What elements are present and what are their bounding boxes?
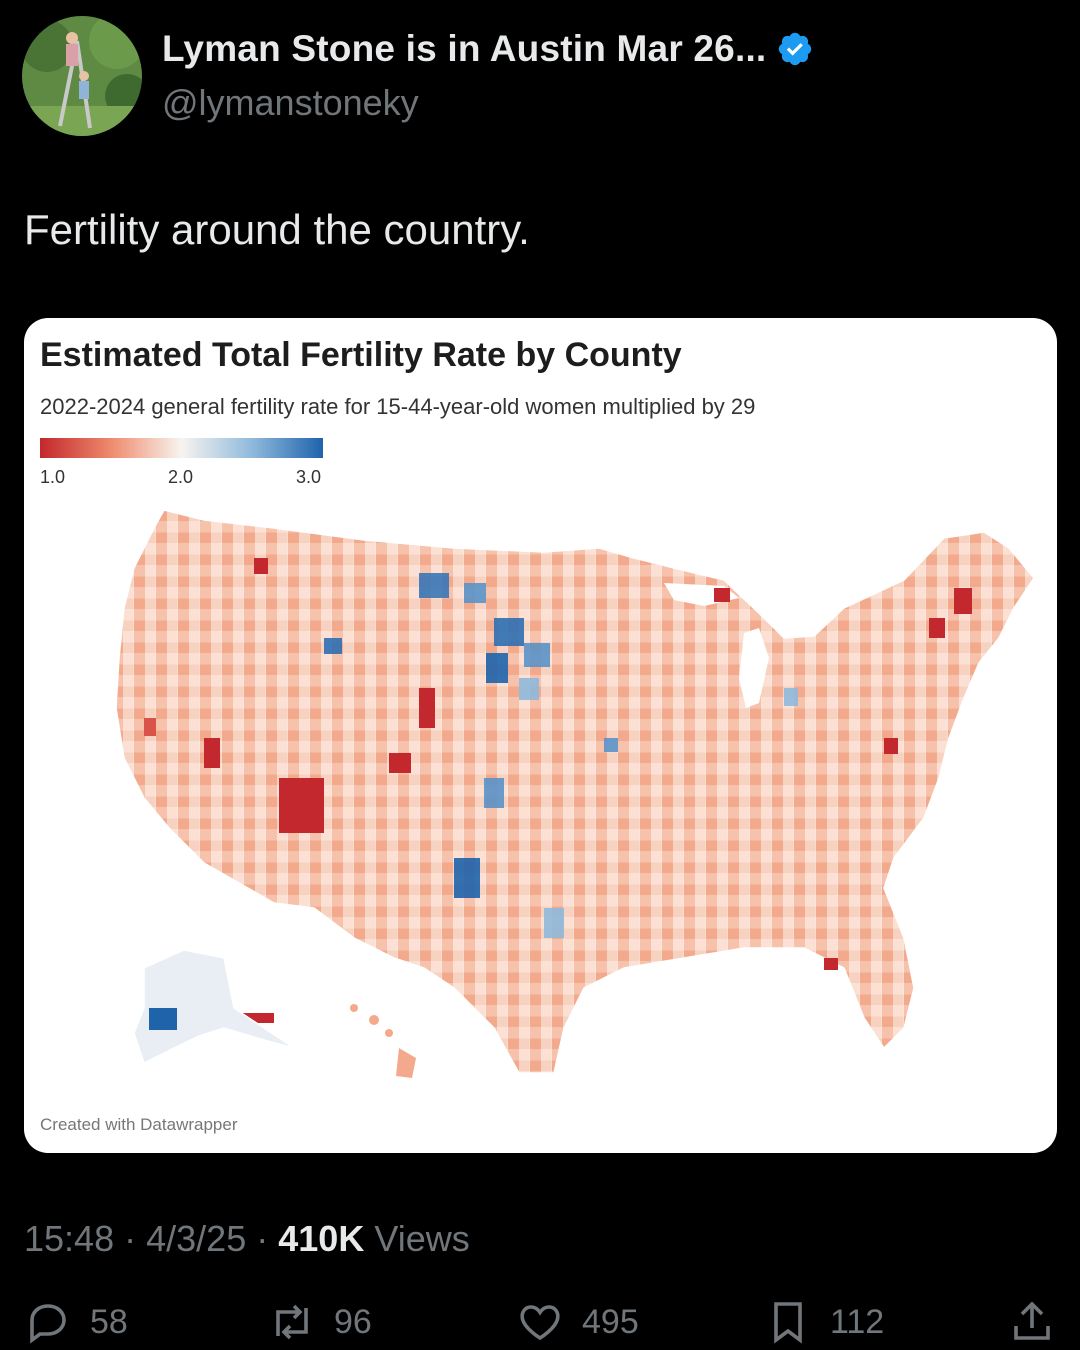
like-button[interactable]: 495 — [516, 1298, 639, 1346]
tweet-meta: 15:48 · 4/3/25 · 410K Views — [24, 1218, 470, 1260]
chart-title: Estimated Total Fertility Rate by County — [40, 336, 682, 374]
avatar-image — [22, 16, 142, 136]
like-icon — [520, 1305, 560, 1341]
action-bar: 58 96 495 112 — [0, 1300, 1080, 1350]
like-count: 495 — [582, 1302, 639, 1341]
reply-count: 58 — [90, 1302, 128, 1341]
hawaii — [350, 1004, 416, 1078]
separator: · — [124, 1218, 137, 1259]
legend-tick: 1.0 — [40, 467, 66, 487]
views-label: Views — [374, 1218, 470, 1259]
bookmark-count: 112 — [830, 1302, 885, 1341]
chart-card[interactable]: Estimated Total Fertility Rate by County… — [24, 318, 1057, 1153]
tweet-time[interactable]: 15:48 — [24, 1218, 115, 1259]
author-name[interactable]: Lyman Stone is in Austin Mar 26... — [162, 28, 767, 69]
us-county-map — [115, 509, 1035, 1078]
bookmark-button[interactable]: 112 — [764, 1298, 884, 1346]
high-fertility-areas — [324, 573, 798, 938]
alaska-high-fertility-area — [149, 1008, 177, 1030]
separator: · — [256, 1218, 269, 1259]
repost-icon — [276, 1304, 308, 1340]
color-legend: 1.0 2.0 3.0 — [40, 438, 340, 489]
reply-button[interactable]: 58 — [24, 1298, 128, 1346]
repost-count: 96 — [334, 1302, 372, 1341]
views-count: 410K — [278, 1218, 365, 1259]
legend-gradient — [40, 438, 323, 458]
chart-subtitle: 2022-2024 general fertility rate for 15-… — [40, 394, 756, 419]
chart-credit: Created with Datawrapper — [40, 1115, 238, 1134]
share-button[interactable] — [1008, 1298, 1056, 1346]
legend-tick: 2.0 — [168, 467, 194, 487]
author-handle[interactable]: @lymanstoneky — [162, 82, 419, 123]
avatar[interactable] — [22, 16, 142, 136]
verified-badge-icon — [779, 32, 812, 66]
bookmark-icon — [774, 1302, 802, 1344]
tweet-date[interactable]: 4/3/25 — [146, 1218, 247, 1259]
reply-icon — [30, 1304, 66, 1344]
alaska — [133, 949, 295, 1065]
tweet-text: Fertility around the country. — [24, 206, 530, 253]
author-block: Lyman Stone is in Austin Mar 26... @lyma… — [162, 28, 814, 124]
low-fertility-areas — [144, 558, 972, 1023]
share-icon — [1014, 1301, 1050, 1340]
contiguous-us — [115, 509, 1035, 1074]
lake-michigan — [739, 628, 769, 708]
repost-button[interactable]: 96 — [268, 1298, 372, 1346]
legend-tick: 3.0 — [296, 467, 322, 487]
